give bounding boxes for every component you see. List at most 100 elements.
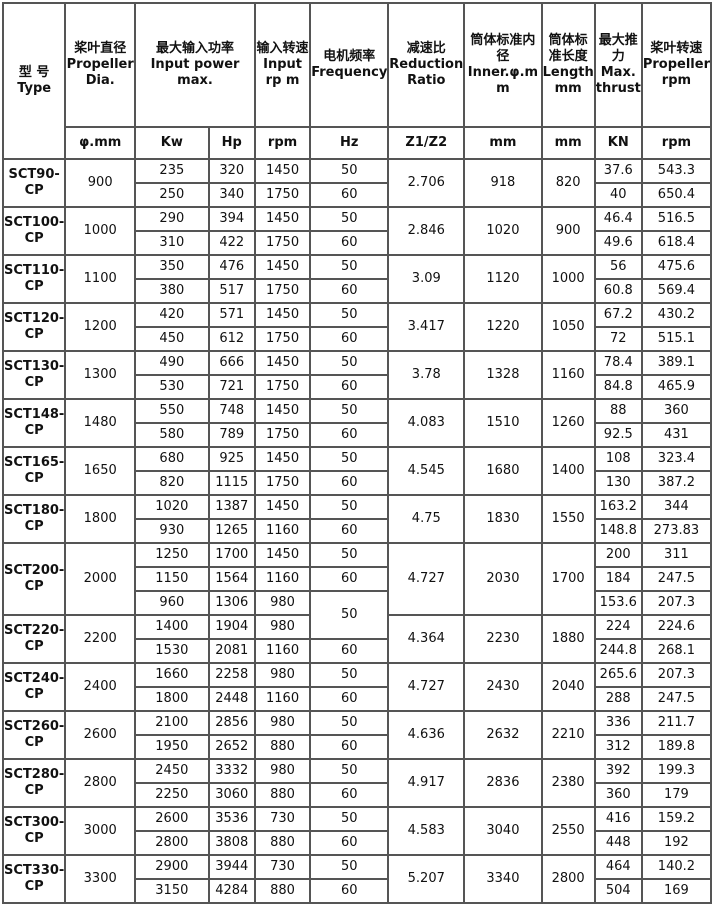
power-kw: 380	[134, 278, 210, 304]
frequency: 50	[309, 662, 390, 688]
input-rpm: 980	[253, 662, 312, 688]
power-kw: 350	[134, 254, 210, 280]
model-type: SCT180-CP	[1, 494, 67, 544]
table-row: 1150 1564 1160 60 184 247.5	[3, 566, 712, 592]
table-row: SCT280-CP 2800 2450 3332 980 50 4.917 2836 2380 3…	[1, 758, 712, 808]
power-kw: 530	[134, 374, 210, 400]
max-thrust: 92.5	[593, 422, 643, 448]
propeller-rpm: 475.6	[640, 254, 712, 280]
input-rpm: 980	[253, 710, 312, 736]
power-hp: 2258	[207, 662, 256, 688]
table-row: 310 422 1750 60 49.6 618.4	[3, 230, 712, 256]
power-hp: 476	[207, 254, 256, 280]
propeller-dia: 2600	[64, 710, 137, 760]
max-thrust: 244.8	[593, 638, 643, 664]
input-rpm: 880	[253, 830, 312, 856]
input-rpm: 1160	[253, 638, 312, 664]
header-power: 最大输入功率 Input power max.	[134, 2, 256, 128]
power-hp: 340	[207, 182, 256, 208]
frequency: 60	[309, 566, 390, 592]
power-kw: 680	[134, 446, 210, 472]
inner-dia: 2632	[463, 710, 543, 760]
length: 1050	[540, 302, 596, 352]
propeller-dia: 2000	[64, 542, 137, 616]
power-hp: 612	[207, 326, 256, 352]
length: 1700	[540, 542, 596, 616]
model-type: SCT300-CP	[1, 806, 67, 856]
header-dia: 桨叶直径 Propeller Dia.	[64, 2, 137, 128]
max-thrust: 200	[593, 542, 643, 568]
frequency: 60	[309, 830, 390, 856]
max-thrust: 448	[593, 830, 643, 856]
power-hp: 666	[207, 350, 256, 376]
frequency: 60	[309, 734, 390, 760]
reduction-ratio: 3.78	[387, 350, 466, 400]
max-thrust: 67.2	[593, 302, 643, 328]
input-rpm: 980	[253, 758, 312, 784]
propeller-dia: 3300	[64, 854, 137, 904]
table-row: 1950 2652 880 60 312 189.8	[3, 734, 712, 760]
power-kw: 820	[134, 470, 210, 496]
max-thrust: 153.6	[593, 590, 643, 616]
input-rpm: 1160	[253, 518, 312, 544]
frequency: 60	[309, 686, 390, 712]
propeller-rpm: 516.5	[640, 206, 712, 232]
input-rpm: 1450	[253, 206, 312, 232]
frequency: 60	[309, 518, 390, 544]
length: 2550	[540, 806, 596, 856]
power-kw: 2100	[134, 710, 210, 736]
propeller-dia: 1000	[64, 206, 137, 256]
frequency: 50	[309, 206, 390, 232]
propeller-dia: 1800	[64, 494, 137, 544]
reduction-ratio: 4.636	[387, 710, 466, 760]
power-kw: 2900	[134, 854, 210, 880]
unit: rpm	[640, 126, 712, 160]
reduction-ratio: 4.727	[387, 542, 466, 616]
reduction-ratio: 4.083	[387, 398, 466, 448]
table-row: 960 1306 980 50 153.6 207.3	[3, 590, 712, 640]
model-type: SCT120-CP	[1, 302, 67, 352]
model-type: SCT165-CP	[1, 446, 67, 496]
power-kw: 1530	[134, 638, 210, 664]
length: 2040	[540, 662, 596, 712]
table-row: SCT180-CP 1800 1020 1387 1450 50 4.75 1830 1550 1…	[1, 494, 712, 544]
model-type: SCT220-CP	[1, 614, 67, 664]
propeller-rpm: 360	[640, 398, 712, 424]
reduction-ratio: 3.09	[387, 254, 466, 304]
power-hp: 789	[207, 422, 256, 448]
propeller-rpm: 211.7	[640, 710, 712, 736]
input-rpm: 1160	[253, 686, 312, 712]
table-row: 530 721 1750 60 84.8 465.9	[3, 374, 712, 400]
power-hp: 517	[207, 278, 256, 304]
length: 1400	[540, 446, 596, 496]
inner-dia: 2430	[463, 662, 543, 712]
propeller-dia: 2400	[64, 662, 137, 712]
power-kw: 960	[134, 590, 210, 616]
table-row: 2800 3808 880 60 448 192	[3, 830, 712, 856]
power-kw: 450	[134, 326, 210, 352]
power-hp: 2856	[207, 710, 256, 736]
inner-dia: 1120	[463, 254, 543, 304]
inner-dia: 1680	[463, 446, 543, 496]
frequency: 50	[309, 398, 390, 424]
table-row: SCT165-CP 1650 680 925 1450 50 4.545 1680 1400 10…	[1, 446, 712, 496]
power-kw: 490	[134, 350, 210, 376]
model-type: SCT90-CP	[1, 158, 67, 208]
power-kw: 1950	[134, 734, 210, 760]
reduction-ratio: 2.706	[387, 158, 466, 208]
power-hp: 394	[207, 206, 256, 232]
propeller-rpm: 159.2	[640, 806, 712, 832]
frequency: 60	[309, 278, 390, 304]
frequency: 50	[309, 494, 390, 520]
power-kw: 2450	[134, 758, 210, 784]
power-kw: 1800	[134, 686, 210, 712]
frequency: 50	[309, 710, 390, 736]
length: 1260	[540, 398, 596, 448]
reduction-ratio: 4.364	[387, 614, 466, 664]
header-inner: 筒体标准内径 Inner.φ.m m	[463, 2, 543, 128]
header-input-rpm: 输入转速 Input rp m	[253, 2, 312, 128]
propeller-rpm: 515.1	[640, 326, 712, 352]
header-ratio: 减速比 Reduction Ratio	[387, 2, 466, 128]
power-kw: 930	[134, 518, 210, 544]
power-kw: 310	[134, 230, 210, 256]
